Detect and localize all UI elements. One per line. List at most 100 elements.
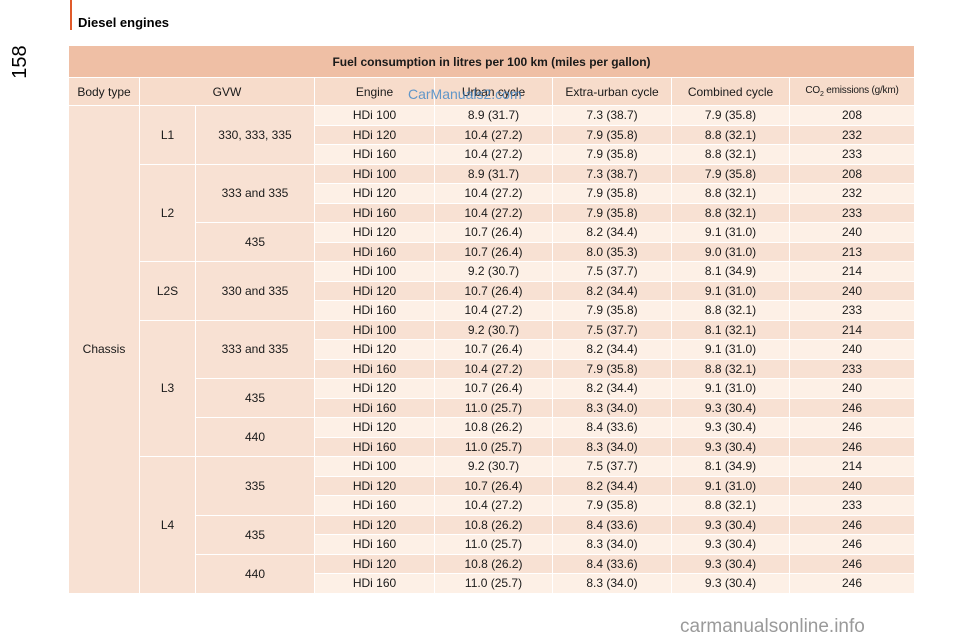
combined-cycle-cell: 9.3 (30.4) [671,514,790,535]
combined-cycle-cell: 9.3 (30.4) [671,436,790,457]
combined-cycle-cell: 7.9 (35.8) [671,105,790,126]
section-marker-bar [70,0,72,30]
gvw-cell: 435 [195,378,315,418]
co2-emissions-cell: 246 [789,417,915,438]
gvw-cell: 330, 333, 335 [195,105,315,165]
gvw-cell: 333 and 335 [195,163,315,223]
engine-cell: HDi 160 [314,300,435,321]
combined-cycle-cell: 8.8 (32.1) [671,202,790,223]
extra-urban-cycle-cell: 8.2 (34.4) [552,475,672,496]
urban-cycle-cell: 10.7 (26.4) [434,378,553,399]
engine-cell: HDi 120 [314,475,435,496]
co2-emissions-cell: 233 [789,495,915,516]
co2-emissions-cell: 208 [789,105,915,126]
co2-emissions-cell: 240 [789,475,915,496]
urban-cycle-cell: 11.0 (25.7) [434,534,553,555]
urban-cycle-cell: 10.4 (27.2) [434,495,553,516]
table-title: Fuel consumption in litres per 100 km (m… [68,45,915,78]
gvw-cell: 440 [195,417,315,457]
engine-cell: HDi 160 [314,495,435,516]
urban-cycle-cell: 10.8 (26.2) [434,514,553,535]
gvw-cell: 335 [195,456,315,516]
combined-cycle-cell: 9.3 (30.4) [671,573,790,594]
co2-emissions-cell: 213 [789,241,915,262]
extra-urban-cycle-cell: 7.5 (37.7) [552,456,672,477]
co2-emissions-cell: 214 [789,456,915,477]
urban-cycle-cell: 10.7 (26.4) [434,280,553,301]
urban-cycle-cell: 9.2 (30.7) [434,319,553,340]
urban-cycle-cell: 8.9 (31.7) [434,163,553,184]
extra-urban-cycle-cell: 7.5 (37.7) [552,319,672,340]
gvw-cell: 333 and 335 [195,319,315,379]
combined-cycle-cell: 9.1 (31.0) [671,475,790,496]
length-cell: L1 [139,105,196,165]
engine-cell: HDi 120 [314,378,435,399]
engine-cell: HDi 160 [314,436,435,457]
engine-cell: HDi 100 [314,105,435,126]
combined-cycle-cell: 9.1 (31.0) [671,280,790,301]
table-row: L4 335 HDi 100 9.2 (30.7) 7.5 (37.7) 8.1 (34.… [68,456,915,594]
combined-cycle-cell: 9.1 (31.0) [671,222,790,243]
urban-cycle-cell: 10.7 (26.4) [434,475,553,496]
table-row: 435 HDi 120 10.7 (26.4) 8.2 (34.4) 9.1 (31.0… [68,222,915,262]
urban-cycle-cell: 9.2 (30.7) [434,261,553,282]
table-row: L2S 330 and 335 HDi 100 9.2 (30.7) 7.5 (37.7… [68,261,915,321]
engine-cell: HDi 100 [314,456,435,477]
engine-cell: HDi 100 [314,261,435,282]
header-co2-emissions: CO2 emissions (g/km) [789,77,915,106]
extra-urban-cycle-cell: 7.9 (35.8) [552,300,672,321]
combined-cycle-cell: 8.1 (32.1) [671,319,790,340]
table-row: L2 333 and 335 HDi 100 8.9 (31.7) 7.3 (38.7)… [68,163,915,262]
length-cell: L2 [139,163,196,262]
co2-emissions-cell: 232 [789,124,915,145]
co2-emissions-cell: 214 [789,319,915,340]
table-row: L3 333 and 335 HDi 100 9.2 (30.7) 7.5 (37.7)… [68,319,915,457]
extra-urban-cycle-cell: 8.2 (34.4) [552,222,672,243]
extra-urban-cycle-cell: 7.5 (37.7) [552,261,672,282]
header-body-type: Body type [68,77,140,106]
co2-emissions-cell: 240 [789,378,915,399]
engine-cell: HDi 160 [314,397,435,418]
combined-cycle-cell: 9.1 (31.0) [671,339,790,360]
page-number: 158 [9,45,31,79]
footer-watermark: carmanualsonline.info [680,616,865,637]
engine-cell: HDi 120 [314,553,435,574]
urban-cycle-cell: 10.4 (27.2) [434,124,553,145]
length-cell: L4 [139,456,196,594]
co2-emissions-cell: 240 [789,339,915,360]
extra-urban-cycle-cell: 8.3 (34.0) [552,534,672,555]
extra-urban-cycle-cell: 8.2 (34.4) [552,339,672,360]
extra-urban-cycle-cell: 7.3 (38.7) [552,105,672,126]
combined-cycle-cell: 8.8 (32.1) [671,358,790,379]
urban-cycle-cell: 11.0 (25.7) [434,573,553,594]
extra-urban-cycle-cell: 8.2 (34.4) [552,378,672,399]
urban-cycle-cell: 10.4 (27.2) [434,358,553,379]
co2-subscript: 2 [819,91,824,98]
urban-cycle-cell: 11.0 (25.7) [434,436,553,457]
co2-emissions-cell: 246 [789,534,915,555]
combined-cycle-cell: 9.3 (30.4) [671,553,790,574]
table-row: 440 HDi 120 10.8 (26.2) 8.4 (33.6) 9.3 (30.4… [68,417,915,457]
extra-urban-cycle-cell: 8.4 (33.6) [552,417,672,438]
extra-urban-cycle-cell: 8.4 (33.6) [552,553,672,574]
length-cell: L3 [139,319,196,457]
urban-cycle-cell: 10.4 (27.2) [434,144,553,165]
extra-urban-cycle-cell: 8.3 (34.0) [552,573,672,594]
combined-cycle-cell: 8.8 (32.1) [671,300,790,321]
co2-emissions-cell: 233 [789,300,915,321]
co2-emissions-cell: 246 [789,514,915,535]
combined-cycle-cell: 8.8 (32.1) [671,124,790,145]
engine-cell: HDi 120 [314,280,435,301]
co2-emissions-cell: 246 [789,573,915,594]
header-gvw: GVW [139,77,315,106]
co2-emissions-cell: 240 [789,280,915,301]
co2-emissions-cell: 246 [789,553,915,574]
co2-emissions-cell: 208 [789,163,915,184]
body-type-cell: Chassis [68,105,140,594]
urban-cycle-cell: 10.4 (27.2) [434,202,553,223]
combined-cycle-cell: 8.8 (32.1) [671,495,790,516]
gvw-cell: 435 [195,514,315,555]
engine-cell: HDi 160 [314,241,435,262]
combined-cycle-cell: 8.8 (32.1) [671,183,790,204]
urban-cycle-cell: 10.8 (26.2) [434,417,553,438]
